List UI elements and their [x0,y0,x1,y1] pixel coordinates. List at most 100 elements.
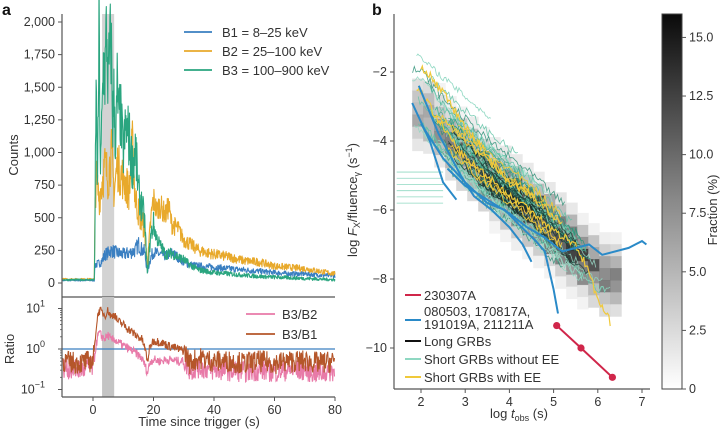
heatmap-cell [599,232,611,245]
heatmap-cell [544,230,556,243]
heatmap-cell [588,259,600,272]
colorbar-tick-label: 12.5 [689,89,713,103]
y-tick-label: 1,500 [24,80,55,94]
heatmap-cell [467,116,479,130]
heatmap-cell [445,108,457,121]
heatmap-cell [577,224,589,238]
y-tick-label: −10 [366,341,387,355]
y-tick-label: −6 [373,203,387,217]
legend-label: B2 = 25–100 keV [222,44,322,59]
heatmap-cell [522,234,534,248]
legend-label: Long GRBs [424,334,492,349]
y-axis-label: Counts [6,134,21,176]
heatmap-cell [511,238,523,251]
heatmap-cell [478,199,490,212]
heatmap-cell [522,210,534,224]
heatmap-cell [555,276,567,289]
grb-230307a-point [577,344,585,352]
heatmap-cell [423,117,435,130]
counts-series-group [62,0,336,282]
legend-label: 080503, 170817A, 191019A, 211211A [424,304,534,332]
colorbar-tick-label: 10.0 [689,148,713,162]
long-grb-curve [480,164,568,241]
y-tick-label: 100 [26,339,45,356]
legend-label-line: 230307A [424,288,476,303]
heatmap-cell [588,271,600,284]
heatmap-cell [412,78,424,92]
panel-a-counts-plot: 0 250 500 750 1,000 1,250 1,500 1,750 2,000 Coun… [6,0,336,297]
legend-label-line: 191019A, 211211A [424,317,534,332]
short-grb-ee-curve [458,124,562,218]
ratio-series-group [62,306,336,384]
series-line-b1 [62,236,336,282]
heatmap-cell [500,145,512,159]
colorbar-tick-label: 2.5 [689,323,706,337]
grb-230307a-point [553,321,561,330]
heatmap-cell [566,274,578,288]
legend-label-line: Long GRBs [424,334,492,349]
heatmap-cell [456,166,468,179]
heatmap-cell [610,280,622,293]
heatmap-cell [577,236,589,250]
x-tick-label: 2 [418,395,425,409]
x-tick-label: 3 [462,395,469,409]
legend-label-line: Short GRBs without EE [424,352,559,367]
long-grb-curve [451,132,580,246]
y-axis-label: log FX/fluenceγ (s−1) [344,143,362,257]
short-grb-no-ee-curve [430,75,518,154]
short-grb-no-ee-curve [432,139,559,254]
x-tick-label: 6 [594,395,601,409]
heatmap-cell [588,247,600,260]
y-tick-exponent: −1 [35,380,45,390]
x-tick-label: 60 [268,403,282,417]
series-line-b3 [62,0,336,282]
y-tick-label: 0 [48,276,55,290]
colorbar-tick-label: 15.0 [689,30,713,44]
legend-label: 230307A [424,288,476,303]
y-ticks: 0 250 500 750 1,000 1,250 1,500 1,750 2,000 [24,15,62,290]
heatmap-cell [577,248,589,262]
colorbar-gradient [661,13,683,390]
heatmap-cell [533,231,545,245]
heatmap-cell [566,238,578,252]
y-tick-label: 250 [34,243,55,257]
heatmap-cell [566,202,578,216]
heatmap-cell [533,255,545,269]
heatmap-cell [533,243,545,257]
comparison-grb-curve [411,102,458,201]
y-ticks: −2 −4 −6 −8 −10 [366,65,394,355]
comparison-grb-curve [420,123,559,314]
legend-label: B3 = 100–900 keV [222,63,330,78]
heatmap-cell [566,286,578,300]
heatmap-cell [610,256,622,269]
heatmap-cell [412,114,424,128]
series-line-b3-b2 [62,329,336,384]
heatmap-cell [588,235,600,248]
heatmap-cell [489,209,501,222]
shaded-interval [102,297,115,397]
heatmap-cell [599,244,611,257]
short-grb-ee-curve [416,85,611,327]
heatmap-cell [610,292,622,305]
heatmap-cell [599,280,611,293]
y-tick-label: 750 [34,178,55,192]
lightcurve-series-group [396,53,648,381]
heatmap-cell [412,126,424,140]
heatmap-cell [588,295,600,308]
y-tick-label: 1,000 [24,146,55,160]
legend-label-line: Short GRBs with EE [424,370,541,385]
heatmap-cell [555,264,567,277]
heatmap-cell [412,102,424,116]
x-tick-label: 40 [207,403,221,417]
heatmap-cell [610,232,622,245]
heatmap-cell [456,106,468,119]
heatmap-cell [445,168,457,181]
short-grb-ee-curve [440,114,561,224]
heatmap-cell [423,141,435,154]
x-tick-label: 0 [90,403,97,417]
legend: B3/B2 B3/B1 [246,307,317,342]
comparison-grb-curve [417,85,533,263]
x-axis-label: Time since trigger (s) [138,414,260,429]
